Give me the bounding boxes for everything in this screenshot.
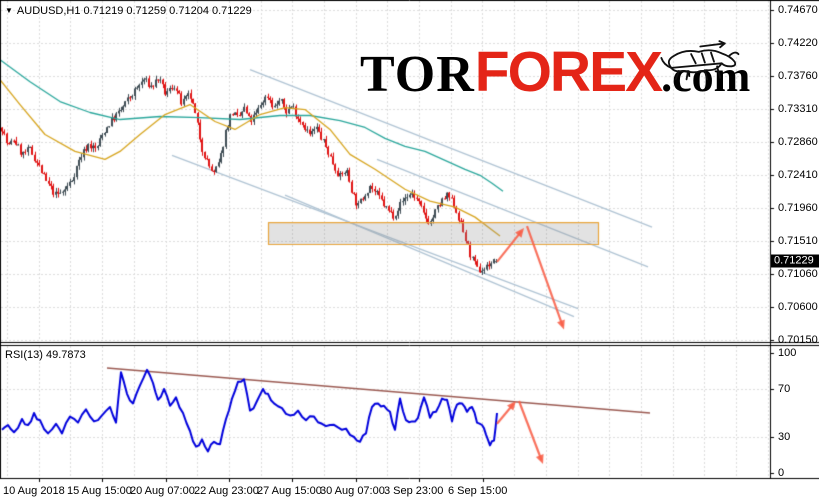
time-axis-label: 3 Sep 23:00 (384, 485, 444, 497)
price-axis-label: 0.72410 (778, 169, 818, 181)
rsi-axis-label: 100 (778, 347, 797, 359)
rsi-indicator-label: RSI(13) 49.7873 (5, 349, 86, 361)
price-axis-label: 0.72860 (778, 136, 818, 149)
price-axis-label: 0.73310 (778, 103, 818, 116)
time-axis-label: 30 Aug 07:00 (320, 485, 385, 497)
price-axis-label: 0.70600 (778, 301, 818, 314)
price-axis-label: 0.74670 (778, 4, 818, 16)
rsi-axis-label: 30 (778, 431, 791, 443)
price-axis-label: 0.70150 (778, 334, 818, 346)
price-axis-label: 0.71510 (778, 234, 818, 247)
current-price-tag: 0.71229 (771, 254, 819, 268)
time-axis-label: 10 Aug 2018 (3, 485, 65, 497)
price-axis-label: 0.71960 (778, 201, 818, 214)
symbol-ohlc-text: AUDUSD,H1 0.71219 0.71259 0.71204 0.7122… (16, 5, 252, 17)
chevron-down-icon[interactable]: ▼ (5, 6, 13, 15)
time-axis-label: 15 Aug 15:00 (67, 485, 132, 497)
time-axis-label: 27 Aug 15:00 (257, 485, 322, 497)
price-axis-label: 0.71060 (778, 267, 818, 280)
time-axis-label: 22 Aug 23:00 (194, 485, 259, 497)
price-axis-label: 0.73760 (778, 70, 818, 83)
time-axis-label: 20 Aug 07:00 (130, 485, 195, 497)
symbol-ohlc-line: ▼ AUDUSD,H1 0.71219 0.71259 0.71204 0.71… (5, 5, 252, 17)
rsi-axis-label: 70 (778, 383, 791, 395)
rsi-axis-label: 0 (778, 467, 785, 479)
price-axis-label: 0.74220 (778, 36, 818, 49)
time-axis-label: 6 Sep 15:00 (448, 485, 508, 497)
